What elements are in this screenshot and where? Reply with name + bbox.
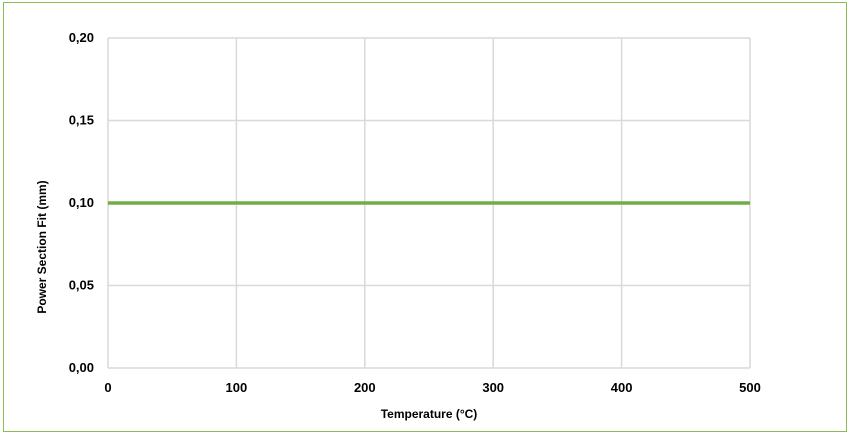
x-tick-label: 300 [482, 380, 504, 395]
x-tick-label: 100 [226, 380, 248, 395]
x-tick-labels: 0 100 200 300 400 500 [104, 380, 760, 395]
y-tick-label: 0,00 [69, 360, 94, 375]
y-tick-label: 0,15 [69, 113, 94, 128]
y-tick-label: 0,05 [69, 278, 94, 293]
x-axis-title: Temperature (°C) [381, 407, 478, 421]
y-tick-label: 0,20 [69, 30, 94, 45]
x-tick-label: 0 [104, 380, 111, 395]
y-tick-labels: 0,00 0,05 0,10 0,15 0,20 [69, 30, 94, 375]
y-axis-title: Power Section Fit (mm) [35, 180, 49, 313]
x-tick-label: 200 [354, 380, 376, 395]
x-tick-label: 400 [611, 380, 633, 395]
x-tick-label: 500 [739, 380, 761, 395]
y-tick-label: 0,10 [69, 195, 94, 210]
